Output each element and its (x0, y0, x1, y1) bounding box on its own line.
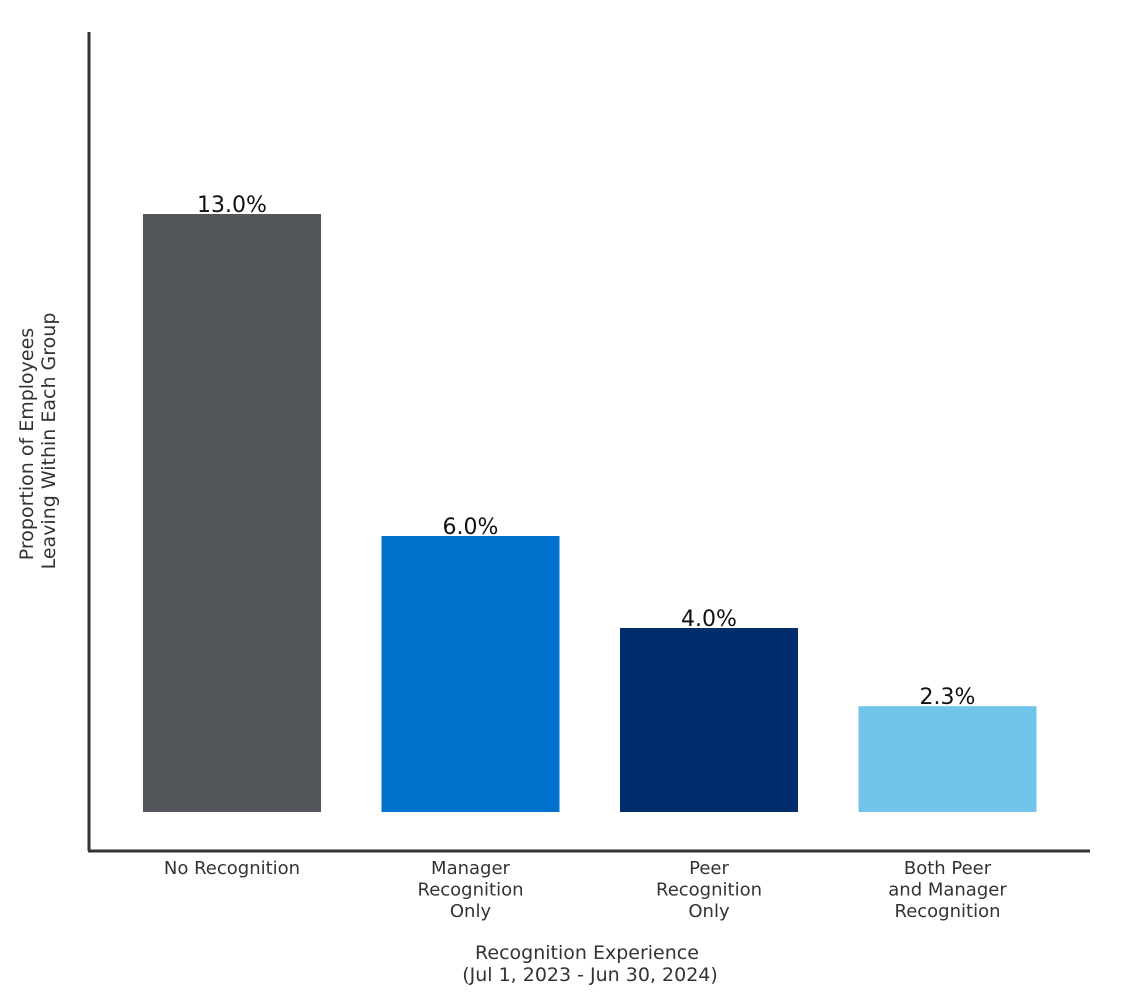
bar-value-label: 4.0% (681, 607, 737, 632)
category-tick-label-line: Peer (689, 858, 729, 879)
bar-value-label: 13.0% (197, 193, 267, 218)
category-tick-label-line: Only (688, 901, 730, 922)
category-tick-label-line: Recognition (656, 880, 762, 901)
category-labels-group: No Recognition Manager Recognition OnlyPeer… (164, 858, 1007, 922)
category-tick-label: No Recognition (164, 858, 300, 879)
y-axis-title: Proportion of Employees Leaving Within E… (16, 313, 60, 570)
category-tick-label: Both Peer and Manager Recognition (888, 858, 1007, 922)
bar (858, 706, 1037, 812)
category-tick-label-line: Only (450, 901, 492, 922)
category-tick-label: Peer Recognition Only (656, 858, 762, 922)
category-tick-label-line: No Recognition (164, 858, 300, 879)
category-tick-label-line: Recognition (895, 901, 1001, 922)
category-tick-label: Manager Recognition Only (418, 858, 524, 922)
category-tick-label-line: Both Peer (904, 858, 992, 879)
x-axis-title-line-2: (Jul 1, 2023 - Jun 30, 2024) (462, 964, 718, 986)
value-labels-group: 13.0% 6.0% 4.0% 2.3% (197, 193, 975, 710)
category-tick-label-line: Recognition (418, 880, 524, 901)
bar-value-label: 2.3% (920, 685, 976, 710)
bars-group (143, 214, 1037, 812)
category-tick-label-line: and Manager (888, 880, 1007, 901)
x-axis-title-line-1: Recognition Experience (475, 942, 699, 964)
x-axis-title: Recognition Experience (Jul 1, 2023 - Ju… (462, 942, 718, 986)
category-tick-label-line: Manager (431, 858, 510, 879)
y-axis-title-line-1: Proportion of Employees (16, 328, 38, 560)
bar-value-label: 6.0% (443, 515, 499, 540)
y-axis-title-line-2: Leaving Within Each Group (38, 313, 60, 570)
bar (143, 214, 321, 812)
bar (381, 536, 560, 812)
bar (620, 628, 798, 812)
